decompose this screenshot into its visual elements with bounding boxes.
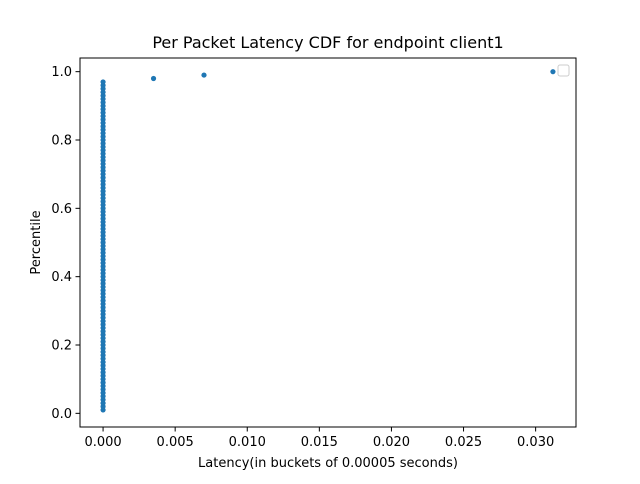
x-tick-label: 0.020 [373, 435, 410, 450]
x-tick-label: 0.000 [84, 435, 121, 450]
x-tick-label: 0.015 [301, 435, 338, 450]
y-tick-label: 0.4 [51, 270, 72, 285]
plot-area-frame [79, 57, 577, 428]
x-axis-label: Latency(in buckets of 0.00005 seconds) [198, 456, 458, 471]
y-axis-ticks: 0.0 0.2 0.4 0.6 0.8 1.0 [51, 65, 80, 422]
x-tick-label: 0.010 [229, 435, 266, 450]
chart-title: Per Packet Latency CDF for endpoint clie… [152, 33, 503, 52]
data-point [100, 79, 106, 85]
y-axis-label: Percentile [29, 210, 44, 274]
y-tick-label: 0.2 [51, 339, 72, 354]
x-tick-label: 0.025 [445, 435, 482, 450]
data-points [100, 69, 556, 413]
y-tick-label: 0.6 [51, 202, 72, 217]
y-tick-label: 0.8 [51, 134, 72, 149]
data-point [550, 69, 556, 75]
y-tick-label: 0.0 [51, 407, 72, 422]
x-tick-label: 0.030 [517, 435, 554, 450]
data-point [201, 72, 207, 78]
legend-box [557, 64, 570, 77]
x-tick-label: 0.005 [157, 435, 194, 450]
x-axis-ticks: 0.000 0.005 0.010 0.015 0.020 0.025 0.030 [84, 427, 554, 450]
y-tick-label: 1.0 [51, 65, 72, 80]
data-point [150, 75, 157, 82]
